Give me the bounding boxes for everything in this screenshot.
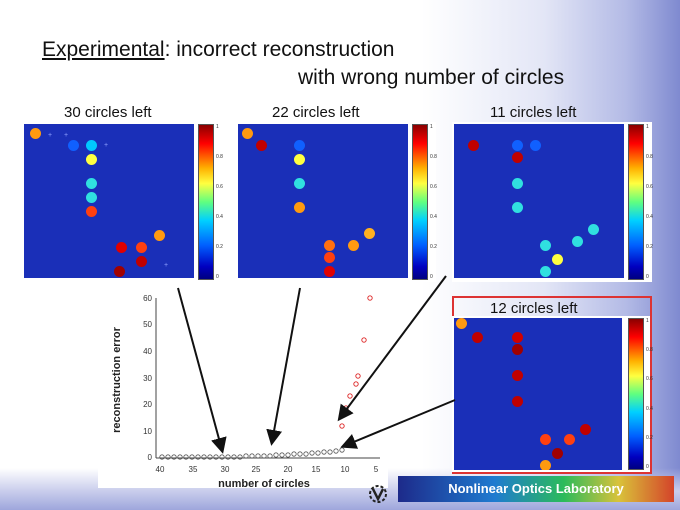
y-tick: 10 [143, 427, 152, 436]
reconstruction-panel-30: + + + + 1 0.8 0.6 0.4 0.2 0 [22, 122, 223, 282]
colorbar-tick: 1 [646, 318, 649, 324]
circle-map-12 [454, 318, 622, 470]
colorbar-11 [628, 124, 644, 280]
x-ticks: 40 35 30 25 20 15 10 5 [156, 465, 379, 474]
colorbar-tick: 0.2 [646, 434, 653, 441]
x-tick: 20 [284, 465, 293, 474]
colorbar-tick: 0.4 [646, 214, 653, 220]
panel-4-caption: 12 circles left [490, 300, 578, 317]
colorbar-tick: 1 [430, 124, 433, 130]
colorbar-tick: 0.6 [430, 184, 437, 190]
x-tick: 5 [374, 465, 379, 474]
colorbar-tick: 0 [430, 274, 433, 280]
y-tick: 30 [143, 374, 152, 383]
x-tick: 25 [252, 465, 261, 474]
colorbar-tick: 1 [216, 124, 219, 130]
colorbar-tick: 0 [646, 274, 649, 280]
colorbar-tick: 0.4 [430, 214, 437, 220]
reconstruction-panel-11: 1 0.8 0.6 0.4 0.2 0 [452, 122, 653, 282]
x-axis-label: number of circles [218, 478, 310, 488]
x-tick: 40 [156, 465, 165, 474]
slide-title-line1: Experimental: incorrect reconstruction [42, 38, 395, 62]
panel-3-caption: 11 circles left [490, 104, 577, 121]
reconstruction-panel-12: 1 0.8 0.6 0.4 0.2 0 [452, 316, 653, 472]
reconstruction-error-plot: 60 50 40 30 20 10 0 40 35 30 25 20 15 10… [98, 288, 388, 488]
colorbar-tick: 0.6 [646, 184, 653, 190]
y-tick: 60 [143, 294, 152, 303]
circle-map-22 [238, 124, 408, 278]
lab-logo-icon [369, 485, 387, 503]
colorbar-tick: 0 [646, 464, 649, 470]
x-tick: 10 [341, 465, 350, 474]
colorbar-tick: 1 [646, 124, 649, 130]
colorbar-12 [628, 318, 644, 470]
colorbar-tick: 0.8 [216, 154, 223, 160]
footer-banner: Nonlinear Optics Laboratory [398, 476, 674, 502]
colorbar-tick: 0.8 [430, 154, 437, 160]
title-underlined-word: Experimental [42, 38, 165, 61]
y-ticks: 60 50 40 30 20 10 0 [143, 294, 152, 462]
slide-title-line2: with wrong number of circles [298, 66, 565, 89]
colorbar-22 [412, 124, 428, 280]
colorbar-tick: 0.4 [646, 405, 653, 412]
circle-map-11 [454, 124, 624, 278]
colorbar-tick: 0.4 [216, 214, 223, 220]
error-markers-high [339, 295, 373, 429]
colorbar-tick: 0.8 [646, 154, 653, 160]
colorbar-tick: 0.8 [646, 347, 653, 354]
y-tick: 0 [148, 453, 153, 462]
x-tick: 30 [221, 465, 230, 474]
panel-1-caption: 30 circles left [64, 104, 152, 121]
x-tick: 35 [189, 465, 198, 474]
y-axis-label: reconstruction error [111, 326, 123, 432]
lab-name: Nonlinear Optics Laboratory [448, 481, 624, 496]
title-line1-rest: : incorrect reconstruction [164, 38, 395, 61]
colorbar-tick: 0.2 [646, 244, 653, 250]
colorbar-tick: 0.6 [216, 184, 223, 190]
circle-map-30: + + + + [24, 124, 194, 278]
colorbar-tick: 0.2 [216, 244, 223, 250]
colorbar-tick: 0.2 [430, 244, 437, 250]
y-tick: 40 [143, 347, 152, 356]
x-tick: 15 [312, 465, 321, 474]
colorbar-30 [198, 124, 214, 280]
colorbar-tick: 0.6 [646, 376, 653, 383]
y-tick: 20 [143, 400, 152, 409]
reconstruction-panel-22: 1 0.8 0.6 0.4 0.2 0 [236, 122, 437, 282]
y-tick: 50 [143, 320, 152, 329]
panel-2-caption: 22 circles left [272, 104, 360, 121]
error-markers [159, 447, 345, 460]
colorbar-tick: 0 [216, 274, 219, 280]
